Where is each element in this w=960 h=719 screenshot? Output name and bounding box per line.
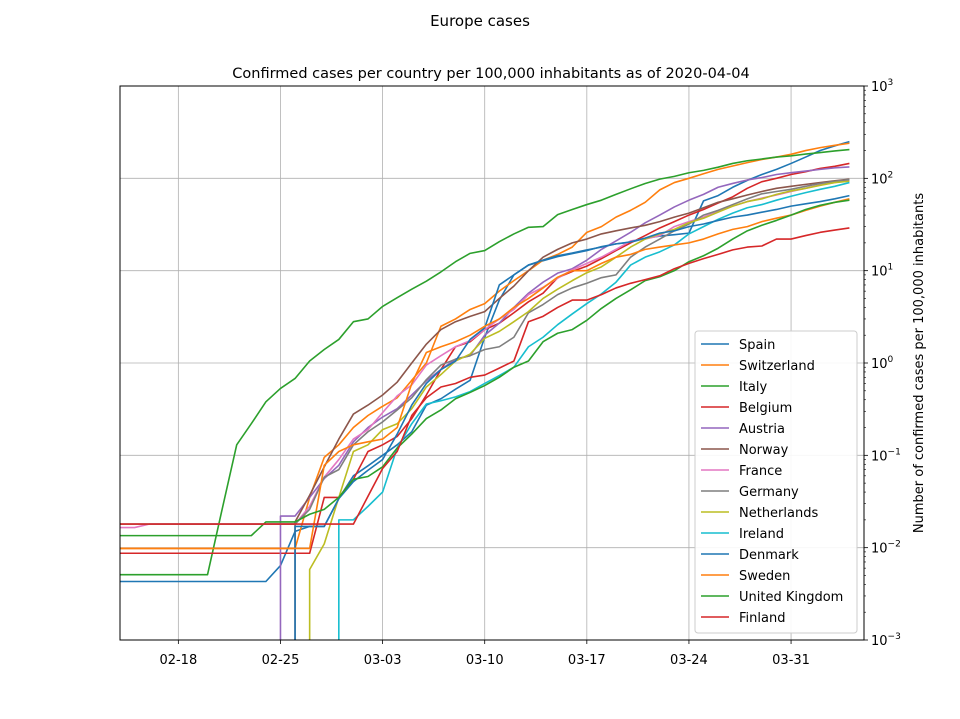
legend-label: Sweden (739, 569, 790, 584)
x-axis: 02-18 02-25 03-03 03-10 03-17 03-24 03-31 (159, 640, 810, 668)
x-tick-label: 03-17 (568, 653, 606, 668)
y-tick-exponent: −3 (888, 632, 901, 642)
y-tick-base: 10 (871, 80, 888, 95)
legend-box (694, 330, 858, 634)
y-tick-exponent: −2 (888, 540, 901, 550)
legend-label: Switzerland (739, 359, 815, 374)
series-line-united-kingdom (120, 199, 850, 537)
x-tick-label: 02-25 (262, 653, 300, 668)
legend-label: Netherlands (739, 506, 818, 521)
series-line-switzerland (120, 142, 850, 550)
x-tick-label: 03-24 (670, 653, 708, 668)
legend-label: Germany (739, 485, 799, 500)
legend-label: Norway (739, 443, 789, 458)
y-tick-exponent: 3 (888, 78, 894, 88)
legend-label: Spain (739, 338, 775, 353)
y-axis-label: Number of confirmed cases per 100,000 in… (912, 193, 927, 533)
legend-label: United Kingdom (739, 590, 843, 605)
x-tick-label: 03-03 (364, 653, 402, 668)
x-tick-label: 03-31 (772, 653, 810, 668)
y-tick-exponent: 1 (888, 263, 894, 273)
legend-label: Italy (739, 380, 768, 395)
y-tick-label: 10−3 (871, 632, 901, 649)
series-line-italy (120, 148, 850, 576)
y-tick-base: 10 (871, 449, 888, 464)
y-tick-label: 10−2 (871, 540, 901, 557)
series-line-ireland (338, 181, 850, 640)
series-line-sweden (120, 198, 850, 550)
y-tick-label: 103 (871, 78, 893, 95)
y-tick-base: 10 (871, 357, 888, 372)
series-line-germany (120, 178, 850, 525)
y-tick-base: 10 (871, 634, 888, 649)
series-line-finland (120, 227, 850, 525)
chart-title: Confirmed cases per country per 100,000 … (232, 66, 749, 82)
series-line-netherlands (308, 180, 850, 640)
y-tick-exponent: −1 (888, 447, 901, 457)
figure-suptitle: Europe cases (430, 12, 530, 30)
x-tick-label: 02-18 (159, 653, 197, 668)
legend-label: Belgium (739, 401, 792, 416)
y-tick-label: 102 (871, 170, 893, 187)
y-tick-exponent: 0 (888, 355, 894, 365)
y-tick-base: 10 (871, 172, 888, 187)
y-tick-label: 101 (871, 263, 893, 280)
series-line-norway (294, 178, 850, 640)
series-lines (120, 140, 850, 640)
legend-label: Finland (739, 611, 785, 626)
y-tick-label: 100 (871, 355, 894, 372)
legend-label: France (739, 464, 782, 479)
y-tick-label: 10−1 (871, 447, 901, 464)
legend-label: Austria (739, 422, 785, 437)
legend-label: Denmark (739, 548, 799, 563)
series-line-denmark (294, 194, 850, 640)
y-tick-base: 10 (871, 542, 888, 557)
y-tick-exponent: 2 (888, 170, 894, 180)
legend-label: Ireland (739, 527, 784, 542)
y-tick-base: 10 (871, 265, 888, 280)
legend: Spain Switzerland Italy Belgium Austria Norwa… (694, 330, 858, 634)
x-tick-label: 03-10 (466, 653, 504, 668)
